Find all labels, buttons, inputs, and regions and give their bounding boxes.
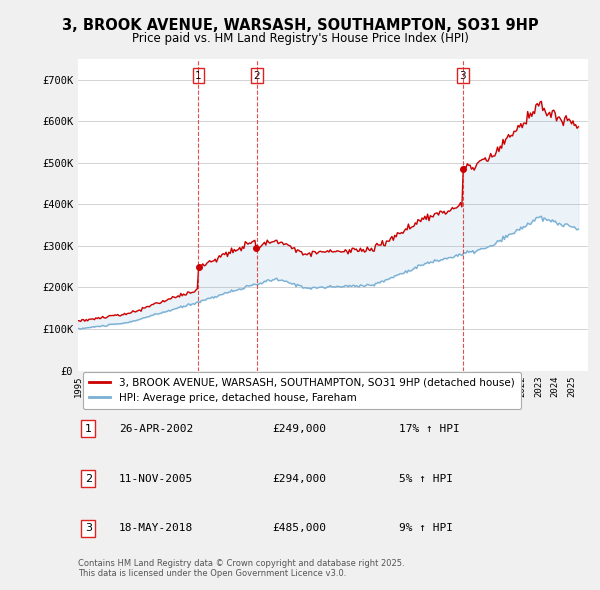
Text: 3: 3	[460, 71, 466, 81]
Text: 9% ↑ HPI: 9% ↑ HPI	[400, 523, 454, 533]
Legend: 3, BROOK AVENUE, WARSASH, SOUTHAMPTON, SO31 9HP (detached house), HPI: Average p: 3, BROOK AVENUE, WARSASH, SOUTHAMPTON, S…	[83, 372, 521, 409]
Text: 1: 1	[85, 424, 92, 434]
Text: £294,000: £294,000	[272, 474, 326, 484]
Text: Price paid vs. HM Land Registry's House Price Index (HPI): Price paid vs. HM Land Registry's House …	[131, 32, 469, 45]
Text: 11-NOV-2005: 11-NOV-2005	[119, 474, 193, 484]
Text: £485,000: £485,000	[272, 523, 326, 533]
Text: 2: 2	[85, 474, 92, 484]
Text: 3, BROOK AVENUE, WARSASH, SOUTHAMPTON, SO31 9HP: 3, BROOK AVENUE, WARSASH, SOUTHAMPTON, S…	[62, 18, 538, 32]
Text: 18-MAY-2018: 18-MAY-2018	[119, 523, 193, 533]
Text: 5% ↑ HPI: 5% ↑ HPI	[400, 474, 454, 484]
Text: £249,000: £249,000	[272, 424, 326, 434]
Text: 1: 1	[195, 71, 202, 81]
Text: 26-APR-2002: 26-APR-2002	[119, 424, 193, 434]
Text: Contains HM Land Registry data © Crown copyright and database right 2025.
This d: Contains HM Land Registry data © Crown c…	[78, 559, 404, 578]
Text: 17% ↑ HPI: 17% ↑ HPI	[400, 424, 460, 434]
Text: 3: 3	[85, 523, 92, 533]
Text: 2: 2	[253, 71, 260, 81]
